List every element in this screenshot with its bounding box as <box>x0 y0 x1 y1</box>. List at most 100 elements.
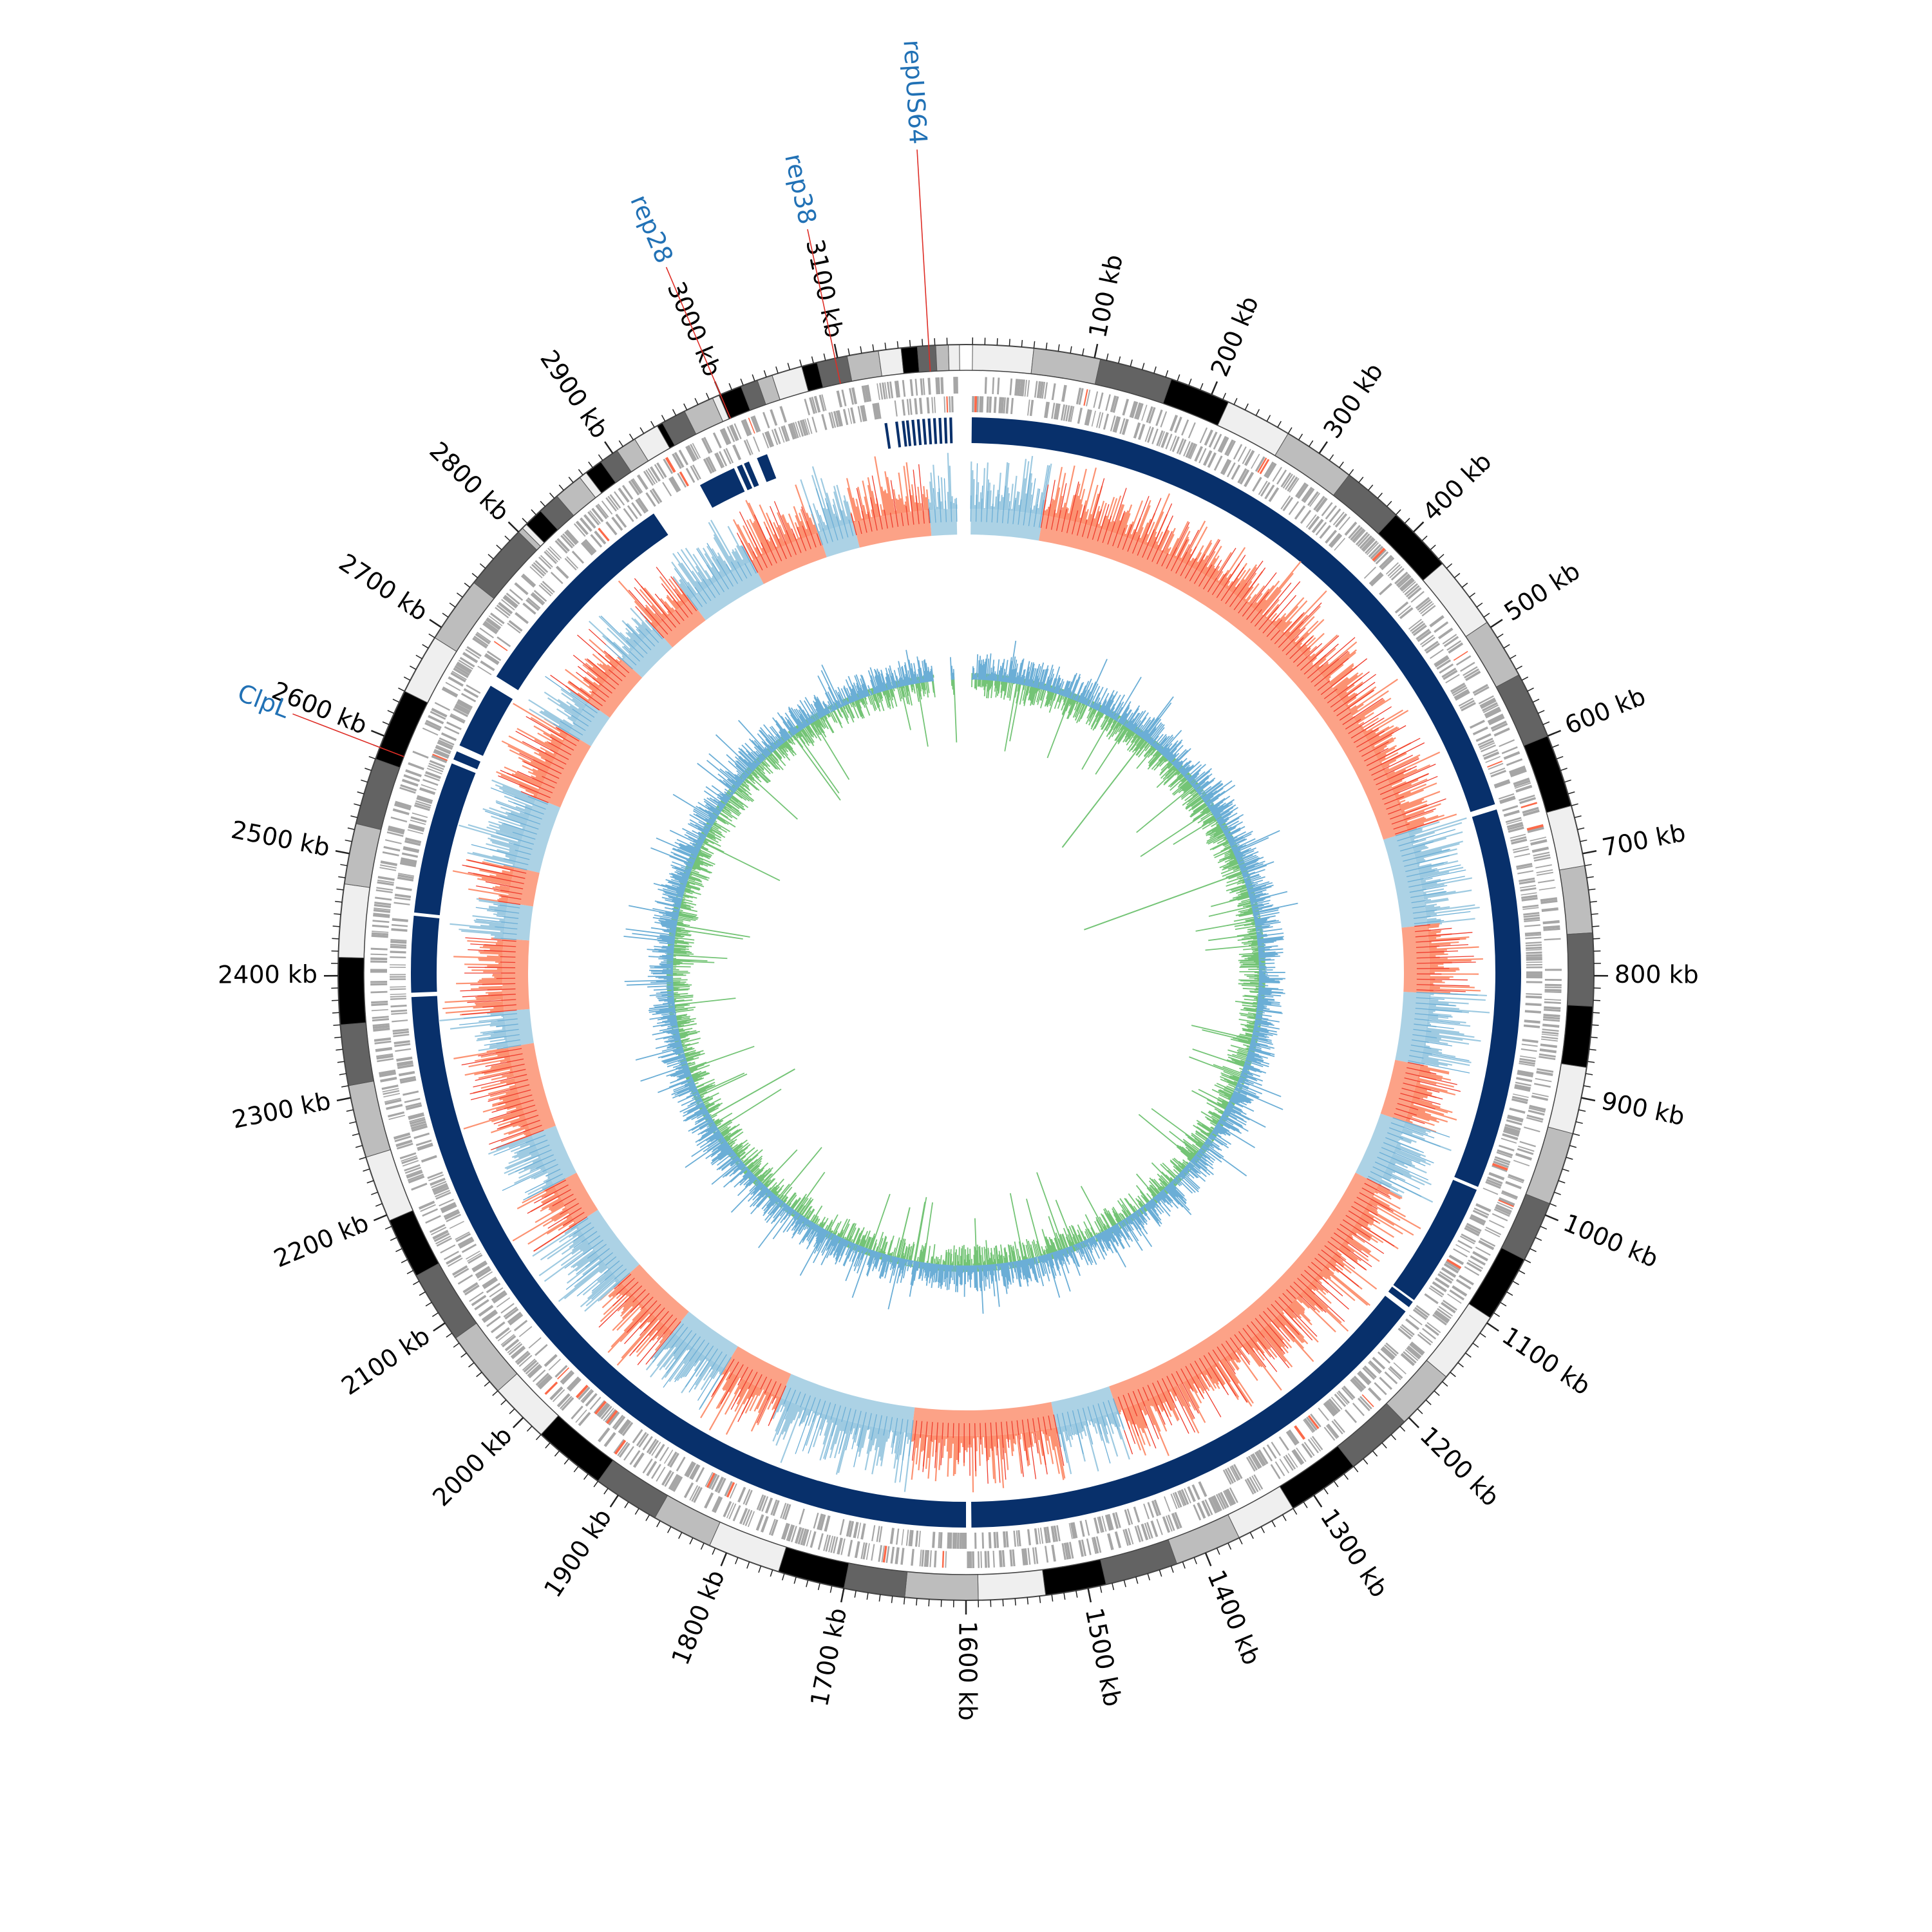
alignment-segment <box>1388 1286 1413 1307</box>
skew-line <box>600 615 663 670</box>
gene-bar <box>383 846 401 852</box>
gene-bar <box>1368 544 1381 558</box>
gene-bar <box>549 545 562 559</box>
minor-tick <box>829 1586 833 1593</box>
gene-bar <box>846 1520 852 1537</box>
gene-bar <box>1522 806 1539 814</box>
major-tick <box>604 441 614 454</box>
gene-bar <box>1141 1523 1149 1540</box>
minor-tick <box>496 544 502 551</box>
gene-bar <box>1056 1525 1061 1542</box>
gene-bar <box>1244 471 1255 488</box>
gene-bar <box>656 462 667 478</box>
minor-tick <box>689 1537 694 1545</box>
gene-bar <box>383 1093 401 1098</box>
gene-bar <box>1258 1449 1269 1464</box>
gene-bar <box>654 1443 665 1459</box>
gene-bar <box>535 1372 549 1386</box>
minor-tick <box>1573 1133 1580 1136</box>
gene-bar <box>410 819 426 825</box>
gene-bar <box>1330 535 1343 548</box>
gene-bar <box>1151 1500 1159 1517</box>
gene-bar <box>831 412 837 428</box>
gene-bar <box>542 580 555 593</box>
gene-bar <box>1470 1214 1486 1224</box>
gene-bar <box>1233 444 1243 460</box>
minor-tick <box>1510 654 1517 659</box>
gene-bar <box>1421 636 1435 648</box>
gene-bar <box>1348 525 1361 539</box>
gene-bar <box>525 1361 539 1375</box>
minor-tick <box>916 1598 918 1606</box>
gene-bar <box>1479 697 1496 708</box>
gene-bar <box>1041 381 1046 399</box>
gene-bar <box>663 459 674 475</box>
gene-bar <box>433 750 450 759</box>
gene-bar <box>1451 685 1466 695</box>
gene-bar <box>1501 746 1518 755</box>
tick-label: 2400 kb <box>218 960 317 989</box>
gene-bar <box>778 427 785 443</box>
minor-tick <box>903 1597 905 1605</box>
minor-tick <box>1457 1362 1464 1368</box>
gene-bar <box>734 423 742 440</box>
gene-bar <box>1199 427 1208 444</box>
gene-bar <box>594 1400 607 1415</box>
gene-bar <box>1402 581 1416 593</box>
gene-bar <box>1066 1542 1072 1560</box>
gene-bar <box>1210 1496 1220 1513</box>
gene-bar <box>1313 495 1325 511</box>
skew-positive-band <box>620 1264 689 1332</box>
gene-bar <box>943 396 946 413</box>
gene-bar <box>1368 1360 1382 1374</box>
gene-bar <box>1526 976 1542 979</box>
gene-bar <box>998 397 1002 413</box>
gene-bar <box>1121 419 1129 435</box>
minor-tick <box>406 1270 414 1274</box>
gene-bar <box>1005 397 1010 414</box>
gene-bar <box>1493 1160 1509 1168</box>
gene-bar <box>881 1545 885 1562</box>
gene-bar <box>390 993 406 996</box>
gene-bar <box>1334 538 1346 551</box>
minor-tick <box>449 602 456 608</box>
gene-bar <box>1526 951 1542 954</box>
skew-line <box>628 567 697 638</box>
gene-bar <box>952 1532 955 1549</box>
gene-bar <box>1224 1468 1234 1484</box>
gene-bar <box>1258 480 1268 495</box>
gene-bar <box>1164 1496 1171 1512</box>
gene-bar <box>1482 702 1498 712</box>
gene-bar <box>1542 1023 1560 1028</box>
gene-bar <box>1373 549 1387 563</box>
gene-bar <box>1147 1502 1155 1518</box>
gene-bar <box>590 534 603 548</box>
gene-bar <box>468 1254 483 1264</box>
gene-bar <box>459 1238 475 1249</box>
gene-bar <box>1249 1477 1259 1492</box>
contig-segment <box>1495 674 1548 746</box>
gene-bar <box>1401 1323 1415 1336</box>
gene-bar <box>1525 942 1542 944</box>
gene-bar <box>1167 1514 1175 1531</box>
gene-bar <box>435 1235 451 1245</box>
gene-bar <box>643 471 654 486</box>
gene-bar <box>1526 954 1542 957</box>
gene-bar <box>1151 428 1159 444</box>
gene-bar <box>589 510 601 524</box>
gene-bar <box>914 379 918 396</box>
minor-tick <box>339 1073 346 1075</box>
gene-bar <box>418 1200 435 1210</box>
gene-bar <box>726 1482 735 1498</box>
minor-tick <box>346 1109 354 1112</box>
contig-segment <box>1523 735 1572 813</box>
gene-bar <box>555 565 569 579</box>
gene-bar <box>1174 1492 1182 1508</box>
gene-bar <box>1115 1511 1121 1528</box>
gene-bar <box>518 1354 533 1367</box>
gene-bar <box>397 1061 413 1067</box>
gene-bar <box>1183 440 1191 457</box>
gene-bar <box>997 377 1000 395</box>
minor-tick <box>1425 1399 1432 1405</box>
gene-bar <box>1428 1287 1443 1298</box>
